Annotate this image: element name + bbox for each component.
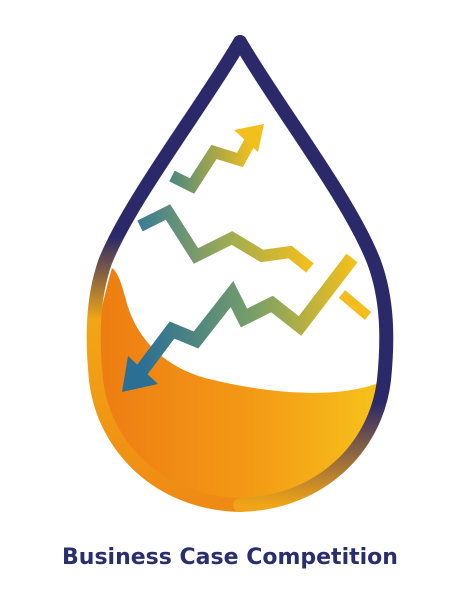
liquid-fill <box>95 268 381 503</box>
oil-drop-icon <box>86 35 247 512</box>
oil-drop-outline-right <box>233 35 394 512</box>
trend-line-icon <box>137 204 314 273</box>
trend-stub-icon <box>338 290 372 320</box>
trend-up-arrow-icon <box>169 124 264 194</box>
caption-text: Business Case Competition <box>62 545 398 570</box>
oil-drop-logo <box>86 35 394 512</box>
trend-down-arrow-icon <box>122 253 358 392</box>
